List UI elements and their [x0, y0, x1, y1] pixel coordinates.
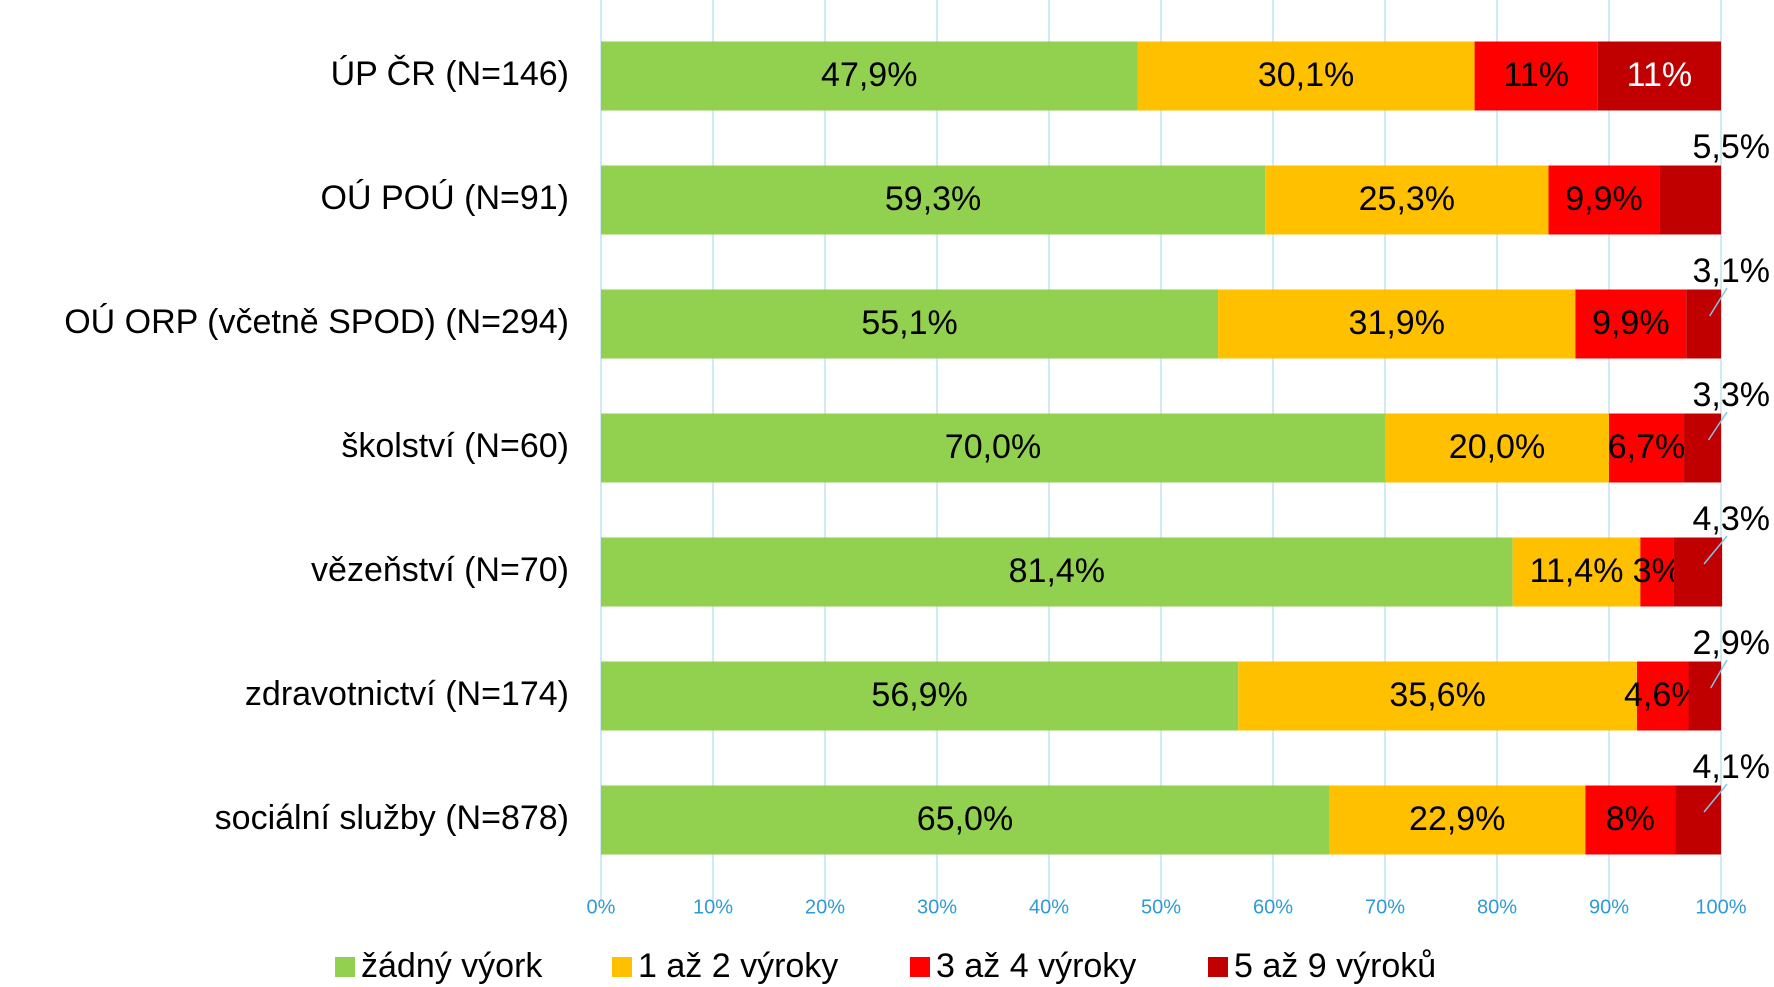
- data-label: 35,6%: [1389, 676, 1485, 714]
- category-label: ÚP ČR (N=146): [331, 55, 569, 93]
- data-label: 3,3%: [1693, 376, 1771, 414]
- data-label: 3%: [1633, 552, 1682, 590]
- bar-segment: [1640, 537, 1674, 607]
- legend-label: 1 až 2 výroky: [638, 947, 838, 985]
- legend-label: 5 až 9 výroků: [1234, 947, 1436, 985]
- bar-segment: [1385, 413, 1609, 483]
- x-tick-label: 30%: [917, 896, 957, 918]
- data-label: 8%: [1606, 800, 1655, 838]
- leader-line: [1710, 659, 1728, 689]
- data-label: 3,1%: [1693, 252, 1771, 290]
- bar-segment: [1512, 537, 1641, 607]
- bar-segment: [1675, 785, 1721, 855]
- bar-segment: [1585, 785, 1676, 855]
- x-tick-label: 70%: [1365, 896, 1405, 918]
- bar-segment: [1684, 413, 1721, 483]
- bar-segment: [1637, 661, 1689, 731]
- x-tick-label: 10%: [693, 896, 733, 918]
- bar-segment: [1609, 413, 1685, 483]
- data-label: 20,0%: [1449, 428, 1545, 466]
- bar-segment: [601, 413, 1385, 483]
- data-label: 31,9%: [1349, 304, 1445, 342]
- bar-segment: [1688, 661, 1721, 731]
- data-label: 59,3%: [885, 180, 981, 218]
- data-label: 9,9%: [1592, 304, 1670, 342]
- legend-swatch: [1208, 957, 1228, 977]
- category-label: sociální služby (N=878): [215, 799, 569, 837]
- x-tick-label: 40%: [1029, 896, 1069, 918]
- data-label: 4,3%: [1693, 500, 1771, 538]
- data-label: 11%: [1627, 56, 1693, 94]
- bar-segment: [601, 289, 1219, 359]
- x-tick-label: 80%: [1477, 896, 1517, 918]
- bar-segment: [1659, 165, 1721, 235]
- category-label: OÚ ORP (včetně SPOD) (N=294): [64, 303, 569, 341]
- bar-segment: [1474, 41, 1598, 111]
- bar-segment: [1548, 165, 1660, 235]
- bar-segment: [601, 41, 1138, 111]
- data-label: 47,9%: [821, 56, 917, 94]
- data-label: 5,5%: [1693, 128, 1771, 166]
- x-tick-label: 60%: [1253, 896, 1293, 918]
- x-tick-label: 0%: [587, 896, 616, 918]
- category-label: OÚ POÚ (N=91): [321, 179, 569, 217]
- data-label: 2,9%: [1693, 624, 1771, 662]
- data-label: 9,9%: [1565, 180, 1643, 218]
- data-label: 11%: [1503, 56, 1569, 94]
- legend-swatch: [910, 957, 930, 977]
- bar-segment: [1329, 785, 1586, 855]
- data-label: 22,9%: [1409, 800, 1505, 838]
- bar-segment: [601, 165, 1266, 235]
- data-label: 11,4%: [1530, 552, 1624, 590]
- bar-segment: [1218, 289, 1576, 359]
- x-tick-label: 50%: [1141, 896, 1181, 918]
- bar-segment: [1265, 165, 1549, 235]
- legend-swatch: [612, 957, 632, 977]
- category-label: vězeňství (N=70): [311, 551, 569, 589]
- data-label: 55,1%: [861, 304, 957, 342]
- category-label: zdravotnictví (N=174): [245, 675, 569, 713]
- data-label: 4,1%: [1693, 748, 1771, 786]
- bar-segment: [601, 785, 1329, 855]
- data-label: 56,9%: [871, 676, 967, 714]
- bar-segment: [1575, 289, 1687, 359]
- data-label: 81,4%: [1009, 552, 1105, 590]
- bar-segment: [601, 537, 1513, 607]
- leader-line: [1703, 783, 1728, 813]
- data-label: 25,3%: [1359, 180, 1455, 218]
- data-label: 30,1%: [1258, 56, 1354, 94]
- bar-segment: [1137, 41, 1475, 111]
- bar-segment: [1673, 537, 1723, 607]
- leader-line: [1707, 411, 1728, 441]
- legend-swatch: [335, 957, 355, 977]
- data-label: 70,0%: [945, 428, 1041, 466]
- legend-label: 3 až 4 výroky: [936, 947, 1136, 985]
- bar-segment: [1597, 41, 1721, 111]
- leader-line: [1703, 535, 1728, 565]
- bar-segment: [601, 661, 1239, 731]
- category-label: školství (N=60): [341, 427, 569, 465]
- bar-segment: [1238, 661, 1637, 731]
- x-tick-label: 90%: [1589, 896, 1629, 918]
- legend-label: žádný výork: [361, 947, 543, 985]
- x-tick-label: 100%: [1695, 896, 1746, 918]
- data-label: 65,0%: [917, 800, 1013, 838]
- data-label: 6,7%: [1608, 428, 1686, 466]
- x-tick-label: 20%: [805, 896, 845, 918]
- leader-line: [1709, 287, 1728, 317]
- bar-segment: [1686, 289, 1721, 359]
